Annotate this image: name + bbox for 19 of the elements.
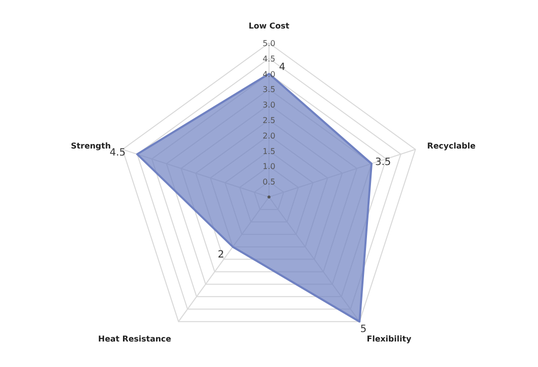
- spoke-label: Recyclable: [427, 142, 476, 151]
- spoke-label: Strength: [70, 142, 112, 151]
- data-label: 5: [360, 324, 367, 336]
- data-label: 3.5: [375, 157, 392, 168]
- y-tick-label: 5.0: [262, 39, 276, 48]
- y-tick-label: 2.5: [262, 116, 276, 125]
- y-tick-label: 1.5: [262, 146, 276, 156]
- data-label: 2: [218, 249, 224, 260]
- data-label: 4: [279, 62, 286, 73]
- y-tick-label: 4.5: [262, 54, 276, 64]
- spoke-label: Heat Resistance: [98, 334, 172, 344]
- spoke-label: Flexibility: [366, 334, 412, 344]
- y-tick-label: 3.0: [262, 100, 276, 110]
- y-tick-label: 1.0: [262, 162, 276, 172]
- y-tick-label: 0.5: [262, 178, 276, 187]
- y-tick-label: 3.5: [262, 85, 276, 94]
- spoke-label: Low Cost: [248, 22, 290, 31]
- data-label: 4.5: [110, 148, 126, 159]
- y-tick-label: 2.0: [262, 131, 276, 140]
